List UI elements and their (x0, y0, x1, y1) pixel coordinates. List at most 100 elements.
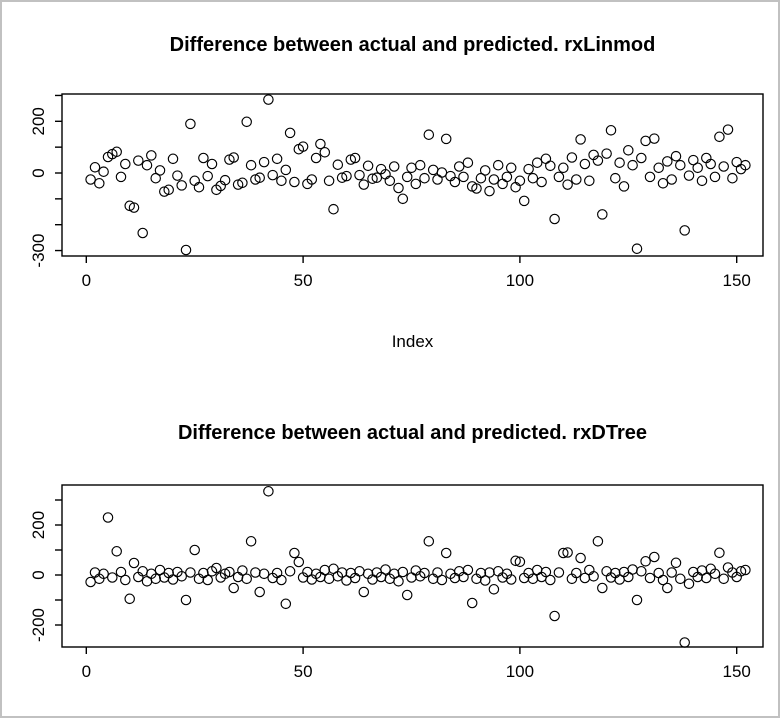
data-point (107, 572, 118, 583)
data-point (289, 547, 300, 559)
data-point (250, 567, 261, 578)
data-point (709, 568, 721, 580)
data-point (336, 567, 348, 578)
data-point (727, 172, 738, 184)
data-point (401, 589, 413, 601)
data-point (245, 159, 257, 171)
data-point (714, 131, 725, 143)
data-point (575, 552, 586, 564)
data-point (310, 152, 322, 164)
data-point (488, 584, 500, 595)
data-point (492, 566, 504, 577)
data-point (701, 572, 712, 584)
data-point (332, 159, 344, 170)
data-point (696, 175, 708, 187)
data-point (657, 178, 669, 189)
data-point (410, 178, 422, 190)
x-tick-label: 100 (506, 271, 534, 290)
data-point (571, 567, 582, 579)
data-point (284, 127, 296, 139)
data-point (735, 566, 747, 577)
data-point (254, 172, 265, 183)
data-point (98, 568, 109, 580)
data-point (718, 573, 729, 585)
data-point (85, 576, 96, 588)
data-point (115, 566, 127, 578)
data-point (740, 564, 751, 576)
data-point (150, 172, 161, 184)
data-point (354, 566, 365, 577)
data-point (228, 582, 239, 594)
data-point (479, 575, 491, 586)
plot-box (61, 484, 764, 648)
data-point (237, 177, 248, 189)
data-point (297, 141, 309, 152)
data-point (601, 148, 612, 159)
data-point (172, 170, 183, 181)
data-point (462, 564, 474, 576)
data-point (198, 152, 209, 164)
data-point (527, 172, 539, 184)
data-point (427, 164, 439, 176)
data-point (705, 158, 716, 170)
data-point (436, 167, 448, 178)
data-point (323, 573, 335, 585)
data-point (202, 170, 213, 182)
data-point (449, 176, 461, 188)
data-point (180, 244, 192, 256)
data-point (479, 165, 491, 176)
data-point (605, 125, 617, 136)
data-point (232, 571, 244, 583)
data-point (362, 160, 374, 172)
data-point (653, 162, 664, 174)
data-point (466, 597, 478, 609)
data-point (397, 193, 409, 205)
data-point (510, 181, 521, 193)
data-point (141, 159, 153, 171)
data-point (505, 574, 517, 585)
data-point (406, 162, 417, 174)
data-point (189, 544, 200, 556)
data-point (137, 227, 148, 239)
data-point (124, 593, 135, 605)
data-point (549, 213, 560, 225)
data-point (319, 147, 331, 158)
data-point (631, 594, 643, 606)
data-point (679, 225, 690, 236)
data-point (276, 175, 287, 187)
data-point (653, 567, 664, 579)
data-point (722, 124, 734, 135)
data-point (636, 152, 647, 164)
data-point (120, 158, 131, 170)
data-point (258, 568, 270, 580)
data-point (241, 116, 252, 128)
x-tick-label: 50 (294, 271, 313, 290)
data-point (549, 610, 560, 622)
data-point (189, 175, 200, 187)
data-point (384, 175, 396, 187)
data-point (597, 209, 608, 220)
data-point (731, 156, 742, 168)
y-tick-label: -200 (29, 608, 48, 642)
plot-box (61, 93, 764, 257)
data-point (553, 567, 565, 578)
data-point (345, 154, 357, 165)
data-point (185, 567, 196, 578)
data-point (98, 166, 109, 177)
data-point (336, 172, 348, 183)
data-point (245, 536, 257, 547)
data-point (458, 171, 469, 183)
data-point (740, 159, 751, 171)
data-point (501, 171, 513, 183)
data-point (211, 562, 222, 574)
data-point (393, 182, 404, 194)
data-point (545, 574, 556, 586)
y-tick-label: 200 (29, 107, 48, 135)
data-point (714, 547, 725, 559)
data-point (683, 578, 695, 590)
data-point (531, 157, 543, 168)
data-point (592, 536, 604, 547)
data-point (488, 174, 500, 185)
data-point (102, 512, 114, 523)
data-point (150, 573, 161, 585)
